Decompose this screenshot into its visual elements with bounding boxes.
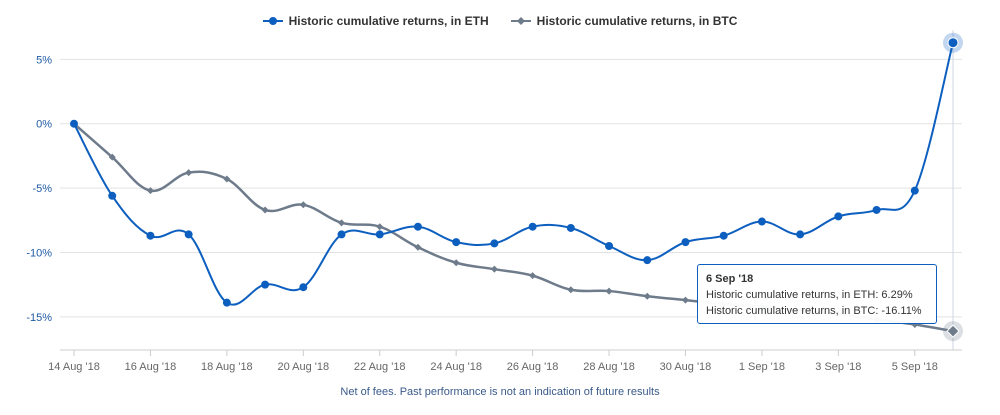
legend-eth-circle-icon <box>262 15 283 27</box>
data-point-eth[interactable] <box>184 230 193 239</box>
series-line-eth <box>73 42 954 306</box>
legend-item-eth[interactable]: Historic cumulative returns, in ETH <box>262 14 489 28</box>
x-tick-label: 28 Aug '18 <box>583 361 635 373</box>
x-tick-label: 3 Sep '18 <box>815 361 861 373</box>
tooltip-eth-line: Historic cumulative returns, in ETH: 6.2… <box>706 289 913 301</box>
data-point-eth[interactable] <box>643 256 652 265</box>
data-point-btc[interactable] <box>376 223 384 231</box>
data-point-btc[interactable] <box>185 169 193 177</box>
series-markers <box>70 32 963 342</box>
x-tick-label: 14 Aug '18 <box>48 361 100 373</box>
y-tick-label: 0% <box>36 119 52 131</box>
x-tick-label: 20 Aug '18 <box>277 361 329 373</box>
data-point-eth[interactable] <box>146 231 155 240</box>
legend-item-btc[interactable]: Historic cumulative returns, in BTC <box>510 14 738 28</box>
data-point-eth[interactable] <box>452 238 461 247</box>
data-point-btc[interactable] <box>605 287 613 295</box>
data-point-eth[interactable] <box>528 222 537 231</box>
tooltip-btc-line: Historic cumulative returns, in BTC: -16… <box>706 305 922 317</box>
data-point-btc[interactable] <box>643 292 651 300</box>
x-tick-label: 26 Aug '18 <box>507 361 559 373</box>
x-tick-label: 30 Aug '18 <box>660 361 712 373</box>
data-point-eth[interactable] <box>261 280 270 289</box>
data-point-btc[interactable] <box>529 272 537 280</box>
data-point-eth[interactable] <box>947 37 959 49</box>
data-point-eth[interactable] <box>681 238 690 247</box>
x-axis: 14 Aug '18 16 Aug '18 18 Aug '18 20 Aug '18… <box>48 349 962 373</box>
x-tick-label: 24 Aug '18 <box>430 361 482 373</box>
y-tick-label: 5% <box>36 54 52 66</box>
y-tick-label: -10% <box>26 247 52 259</box>
legend-label-btc: Historic cumulative returns, in BTC <box>536 14 738 28</box>
tooltip-date: 6 Sep '18 <box>706 273 754 285</box>
data-point-eth[interactable] <box>872 205 881 214</box>
y-axis: 5% 0% -5% -10% -15% <box>26 54 52 324</box>
data-tooltip: 6 Sep '18 Historic cumulative returns, i… <box>697 264 937 324</box>
data-point-eth[interactable] <box>910 186 919 195</box>
data-point-btc[interactable] <box>946 324 960 338</box>
x-tick-label: 22 Aug '18 <box>354 361 406 373</box>
data-point-eth[interactable] <box>605 242 614 250</box>
data-point-btc[interactable] <box>299 201 307 209</box>
data-point-btc[interactable] <box>146 187 154 195</box>
legend: Historic cumulative returns, in ETH Hist… <box>0 14 1000 28</box>
y-tick-label: -5% <box>32 183 52 195</box>
x-tick-label: 1 Sep '18 <box>739 361 785 373</box>
gridlines <box>60 30 962 350</box>
data-point-eth[interactable] <box>757 217 766 226</box>
data-point-eth[interactable] <box>337 230 346 239</box>
data-point-eth[interactable] <box>108 191 117 200</box>
legend-label-eth: Historic cumulative returns, in ETH <box>288 14 489 28</box>
data-point-eth[interactable] <box>490 239 499 248</box>
data-point-eth[interactable] <box>834 212 843 221</box>
data-point-eth[interactable] <box>413 222 422 231</box>
data-point-btc[interactable] <box>567 286 575 294</box>
data-point-eth[interactable] <box>566 223 575 232</box>
x-tick-label: 16 Aug '18 <box>125 361 177 373</box>
data-point-eth[interactable] <box>796 230 805 239</box>
data-point-btc[interactable] <box>452 259 460 267</box>
y-tick-label: -15% <box>26 312 52 324</box>
data-point-btc[interactable] <box>414 243 422 251</box>
data-point-btc[interactable] <box>490 265 498 273</box>
data-point-btc[interactable] <box>108 153 116 161</box>
footnote: Net of fees. Past performance is not an … <box>340 386 660 398</box>
legend-btc-diamond-icon <box>510 15 531 27</box>
data-point-eth[interactable] <box>70 119 78 128</box>
data-point-btc[interactable] <box>223 175 231 183</box>
data-point-eth[interactable] <box>719 231 728 240</box>
x-tick-label: 5 Sep '18 <box>892 361 938 373</box>
data-point-btc[interactable] <box>681 296 689 304</box>
data-point-btc[interactable] <box>261 206 269 214</box>
data-point-eth[interactable] <box>299 283 308 292</box>
x-tick-label: 18 Aug '18 <box>201 361 253 373</box>
data-point-eth[interactable] <box>375 230 384 239</box>
data-point-btc[interactable] <box>338 219 346 227</box>
data-point-eth[interactable] <box>222 298 231 307</box>
